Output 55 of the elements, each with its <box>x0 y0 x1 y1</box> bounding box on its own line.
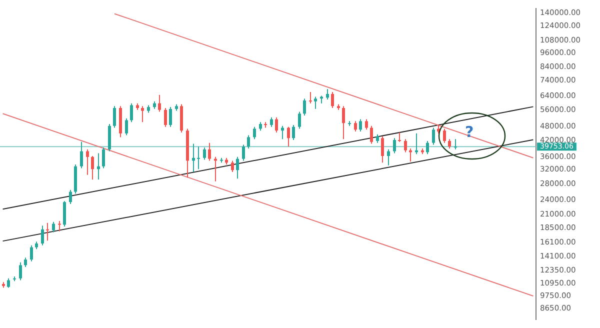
candlestick <box>58 220 61 232</box>
candlestick <box>164 108 167 128</box>
candlestick <box>331 91 334 108</box>
candlestick <box>298 111 301 130</box>
candlestick <box>342 106 345 140</box>
candlestick <box>448 138 451 149</box>
candlestick <box>7 278 10 288</box>
candlestick <box>359 118 362 132</box>
candlestick <box>86 148 89 176</box>
candlestick <box>46 222 49 242</box>
candlestick <box>236 156 239 180</box>
candlestick <box>432 127 435 146</box>
candlestick <box>454 138 457 150</box>
candlestick <box>253 126 256 140</box>
candlestick <box>370 125 373 144</box>
candlestick <box>113 106 116 128</box>
candlestick <box>30 244 33 262</box>
candlestick <box>41 225 44 246</box>
candlestick <box>326 88 329 100</box>
candlestick <box>80 141 83 169</box>
candlestick <box>292 124 295 141</box>
candlestick <box>130 102 133 123</box>
candlestick <box>63 200 66 228</box>
candlestick <box>203 147 206 160</box>
candlestick <box>303 98 306 116</box>
candlestick <box>69 189 72 204</box>
candlestick <box>309 91 312 104</box>
candlestick <box>365 118 368 130</box>
candlestick <box>197 146 200 170</box>
candlestick <box>125 118 128 136</box>
candlestick <box>393 138 396 154</box>
candlestick <box>158 94 161 112</box>
candlestick <box>387 148 390 166</box>
candlestick <box>426 140 429 155</box>
candlestick <box>314 96 317 110</box>
candlestick <box>404 138 407 153</box>
candlestick <box>91 155 94 180</box>
candlestick <box>287 126 290 148</box>
candlestick <box>208 142 211 162</box>
candlestick <box>102 147 105 169</box>
candlestick <box>19 262 22 281</box>
candlestick <box>270 116 273 128</box>
candlestick <box>169 106 172 128</box>
candlestick <box>108 124 111 152</box>
candlestick <box>141 106 144 123</box>
candlestick <box>443 128 446 144</box>
candlestick <box>275 116 278 133</box>
candlestick <box>52 221 55 233</box>
candlestick <box>24 257 27 268</box>
candlestick <box>398 132 401 142</box>
candlestick <box>231 160 234 173</box>
candlestick <box>247 134 250 149</box>
candlestick <box>242 144 245 162</box>
candlestick <box>381 136 384 164</box>
candlestick <box>354 120 357 132</box>
